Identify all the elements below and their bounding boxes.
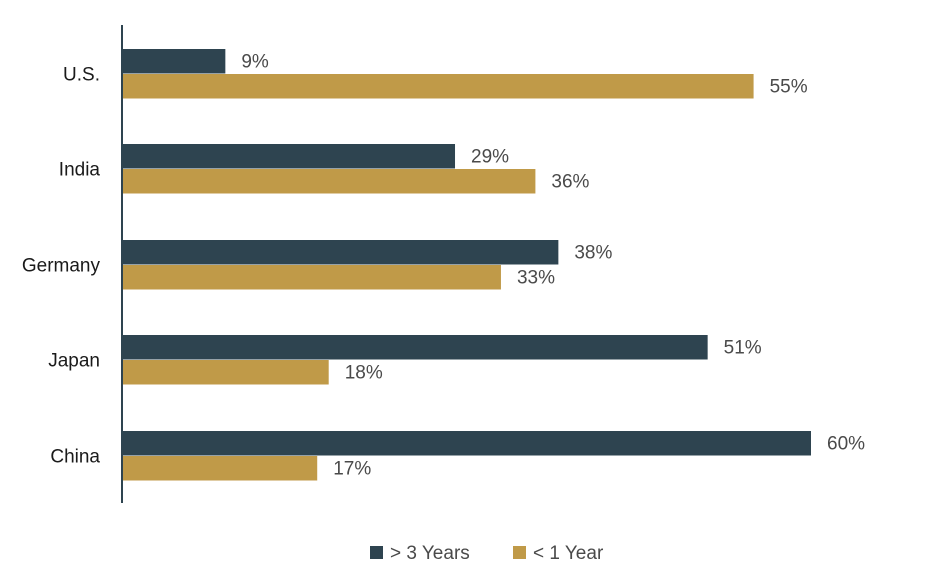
bar-china-series-0 [122,431,811,456]
bars-layer [122,49,811,481]
legend-swatch-series-0 [370,546,383,559]
data-label-japan-series-0: 51% [724,337,762,358]
bar-japan-series-1 [122,360,329,385]
bar-u-s-series-0 [122,49,226,74]
category-labels-layer: U.S. India Germany Japan China [22,65,101,468]
bar-japan-series-0 [122,335,708,360]
data-label-u-s-series-0: 9% [241,51,269,72]
legend: > 3 Years < 1 Year [370,543,604,564]
data-label-japan-series-1: 18% [345,362,383,383]
bar-germany-series-0 [122,240,559,265]
data-label-u-s-series-1: 55% [770,76,808,97]
bar-germany-series-1 [122,265,501,290]
data-label-china-series-1: 17% [333,458,371,479]
data-label-india-series-0: 29% [471,146,509,167]
data-label-china-series-0: 60% [827,433,865,454]
value-labels-layer: 9% 55% 29% 36% 38% 33% 51% 18% 60% 17% [241,51,865,479]
category-label-u-s: U.S. [63,65,100,86]
bar-india-series-1 [122,169,536,194]
category-label-germany: Germany [22,256,101,277]
legend-label-series-0: > 3 Years [390,543,470,564]
category-label-india: India [59,160,101,181]
bar-u-s-series-1 [122,74,754,99]
bar-india-series-0 [122,144,456,169]
legend-swatch-series-1 [513,546,526,559]
bar-china-series-1 [122,456,318,481]
data-label-india-series-1: 36% [551,171,589,192]
category-label-china: China [50,447,100,468]
data-label-germany-series-0: 38% [574,242,612,263]
category-label-japan: Japan [48,351,100,372]
legend-label-series-1: < 1 Year [533,543,604,564]
data-label-germany-series-1: 33% [517,267,555,288]
